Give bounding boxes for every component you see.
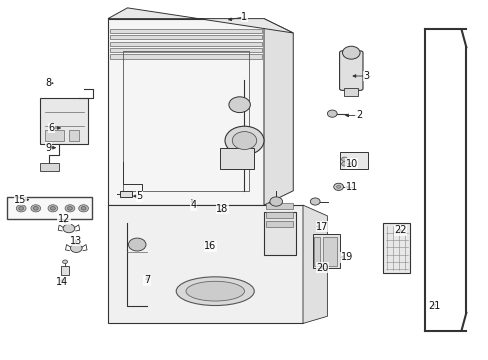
Circle shape	[224, 126, 264, 155]
Bar	[344, 88, 357, 96]
Circle shape	[333, 183, 343, 190]
Text: 10: 10	[345, 159, 357, 169]
Text: 15: 15	[14, 195, 26, 205]
Circle shape	[16, 205, 26, 212]
Text: 6: 6	[49, 123, 55, 133]
Text: 2: 2	[355, 111, 362, 121]
Text: 22: 22	[393, 225, 406, 235]
Circle shape	[327, 110, 336, 117]
Bar	[69, 130, 79, 140]
Bar	[266, 221, 293, 226]
Bar	[61, 266, 69, 275]
Text: 3: 3	[363, 71, 369, 81]
Ellipse shape	[185, 281, 244, 301]
Bar	[120, 191, 132, 197]
Circle shape	[310, 198, 320, 205]
Text: 4: 4	[190, 200, 196, 210]
Text: 19: 19	[340, 252, 352, 262]
Text: 14: 14	[56, 277, 68, 287]
Bar	[110, 48, 261, 52]
Text: 1: 1	[241, 12, 247, 22]
Text: 8: 8	[45, 78, 51, 88]
Circle shape	[232, 132, 256, 149]
Circle shape	[31, 205, 41, 212]
Bar	[266, 203, 293, 209]
Bar	[6, 197, 92, 220]
Text: 16: 16	[204, 241, 216, 251]
Text: 13: 13	[70, 236, 82, 246]
Circle shape	[67, 207, 72, 210]
Ellipse shape	[176, 277, 254, 306]
Bar	[312, 234, 339, 268]
Circle shape	[342, 46, 359, 59]
Circle shape	[81, 207, 86, 210]
Text: 20: 20	[316, 263, 328, 273]
Polygon shape	[264, 19, 293, 205]
FancyBboxPatch shape	[339, 51, 362, 90]
Circle shape	[336, 185, 340, 188]
Circle shape	[70, 244, 82, 252]
Circle shape	[341, 162, 346, 166]
Bar	[314, 237, 320, 266]
Bar	[44, 130, 64, 140]
Bar	[264, 212, 295, 255]
Bar	[266, 212, 293, 218]
Bar	[322, 237, 336, 266]
Bar	[110, 54, 261, 59]
Bar	[383, 223, 409, 273]
Bar	[122, 51, 249, 191]
Text: 12: 12	[58, 215, 70, 224]
Circle shape	[48, 205, 58, 212]
Bar	[108, 205, 303, 323]
Bar	[108, 19, 264, 205]
Polygon shape	[303, 205, 327, 323]
Circle shape	[62, 260, 67, 264]
Circle shape	[65, 205, 75, 212]
Bar	[339, 152, 367, 169]
Circle shape	[50, 207, 55, 210]
Circle shape	[269, 197, 282, 206]
Text: 11: 11	[345, 182, 357, 192]
Bar	[40, 98, 88, 144]
Bar	[110, 35, 261, 40]
Circle shape	[341, 157, 346, 161]
Circle shape	[33, 207, 38, 210]
Circle shape	[63, 224, 75, 233]
Circle shape	[79, 205, 88, 212]
Text: 7: 7	[143, 275, 150, 285]
Bar	[110, 41, 261, 46]
Bar	[220, 148, 254, 169]
Circle shape	[19, 207, 23, 210]
Text: 18: 18	[216, 204, 228, 214]
Text: 17: 17	[316, 222, 328, 231]
Text: 5: 5	[136, 191, 142, 201]
Bar	[40, 163, 59, 171]
Bar	[110, 29, 261, 33]
Polygon shape	[108, 8, 293, 33]
Text: 9: 9	[45, 143, 51, 153]
Circle shape	[228, 97, 250, 113]
Text: 21: 21	[427, 301, 440, 311]
Circle shape	[128, 238, 146, 251]
